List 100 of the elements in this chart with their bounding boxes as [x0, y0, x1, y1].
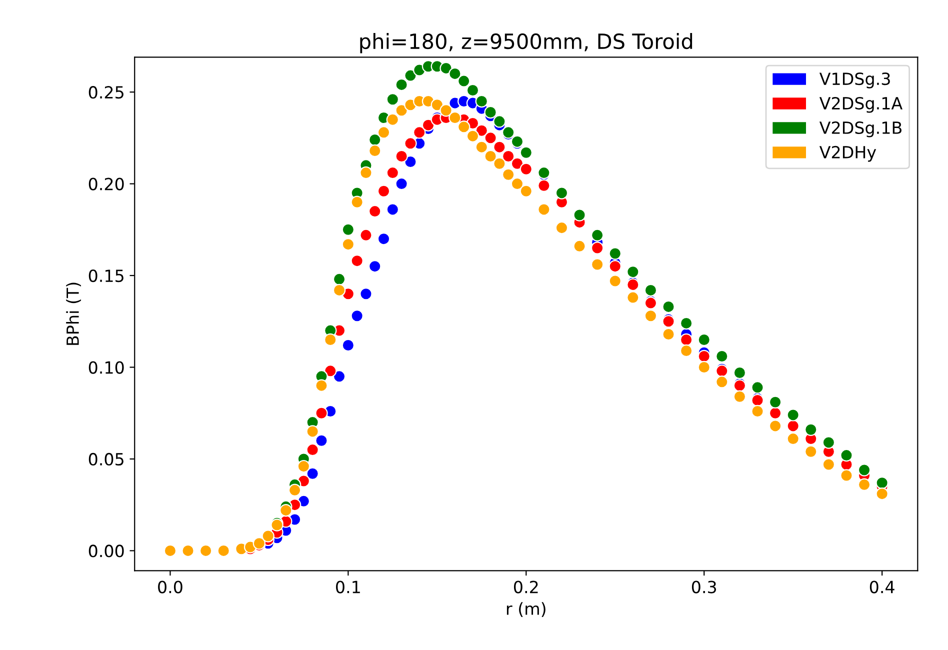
y-tick-label: 0.20 [88, 178, 124, 190]
point [590, 242, 604, 254]
point [555, 221, 568, 234]
point [440, 62, 452, 75]
y-tick-label: 0.00 [88, 544, 124, 558]
point [502, 150, 515, 163]
x-tick-label: 0.2 [514, 580, 538, 594]
point [182, 544, 194, 558]
point [386, 166, 400, 180]
point [608, 260, 622, 273]
point [538, 203, 550, 216]
point [493, 115, 506, 128]
point [199, 544, 212, 558]
point [448, 67, 462, 80]
point [751, 381, 764, 394]
point [342, 223, 355, 236]
point [466, 84, 480, 97]
point [822, 458, 836, 471]
point [350, 254, 364, 268]
point [412, 126, 426, 139]
point [342, 238, 355, 251]
point [315, 406, 328, 420]
point [510, 177, 524, 190]
point [698, 333, 710, 346]
y-tick-label: 0.10 [88, 361, 124, 374]
point [350, 196, 364, 208]
point [448, 111, 462, 124]
point [404, 69, 417, 82]
point [590, 228, 604, 242]
point [520, 146, 533, 159]
point [484, 150, 497, 163]
point [644, 284, 658, 297]
point [626, 265, 640, 278]
point [493, 157, 506, 170]
point [590, 258, 604, 271]
point [858, 464, 871, 476]
legend-label: V2DSg.1B [819, 121, 902, 138]
point [555, 186, 568, 200]
point [457, 120, 470, 134]
point [804, 423, 818, 436]
point [324, 364, 337, 378]
x-tick-label: 0.0 [158, 580, 182, 594]
x-tick-label: 0.4 [870, 580, 894, 594]
y-tick-label: 0.25 [88, 86, 124, 99]
x-tick-label: 0.1 [336, 580, 360, 594]
point [368, 260, 382, 273]
point [395, 150, 408, 163]
legend-label: V2DHy [819, 146, 876, 162]
x-tick-label: 0.3 [692, 580, 716, 594]
point [466, 130, 480, 142]
point [768, 420, 782, 432]
point [386, 93, 400, 106]
y-axis-title: BPhi (T) [66, 282, 81, 345]
point [368, 144, 382, 158]
point [484, 106, 497, 119]
point [368, 133, 382, 146]
point [502, 168, 515, 181]
point [680, 316, 693, 330]
point [332, 370, 346, 383]
point [404, 137, 417, 150]
point [342, 338, 355, 352]
point [768, 406, 782, 420]
point [404, 155, 417, 168]
point [217, 544, 230, 558]
point [716, 376, 728, 388]
point [840, 469, 853, 482]
chart-title: phi=180, z=9500mm, DS Toroid [360, 33, 692, 54]
point [422, 118, 435, 132]
point [786, 420, 800, 432]
point [475, 140, 488, 154]
point [876, 476, 888, 490]
point [484, 132, 497, 144]
point [386, 203, 400, 216]
point [804, 445, 818, 458]
point [306, 425, 319, 438]
point [538, 179, 550, 192]
point [510, 157, 524, 170]
point [377, 232, 390, 246]
point [315, 379, 328, 392]
point [332, 284, 346, 297]
point [457, 74, 470, 88]
point [377, 126, 390, 139]
point [440, 104, 452, 117]
point [858, 478, 871, 492]
point [395, 104, 408, 117]
point [306, 443, 319, 456]
point [768, 396, 782, 408]
point [360, 166, 372, 180]
point [520, 162, 533, 176]
point [288, 484, 302, 497]
point [662, 300, 675, 314]
point [280, 504, 292, 517]
point [395, 78, 408, 92]
point [840, 448, 853, 462]
point [662, 328, 675, 341]
point [644, 310, 658, 322]
legend-label: V1DSg.3 [819, 72, 890, 88]
legend-label: V2DSg.1A [819, 96, 902, 113]
point [626, 291, 640, 304]
point [786, 432, 800, 446]
